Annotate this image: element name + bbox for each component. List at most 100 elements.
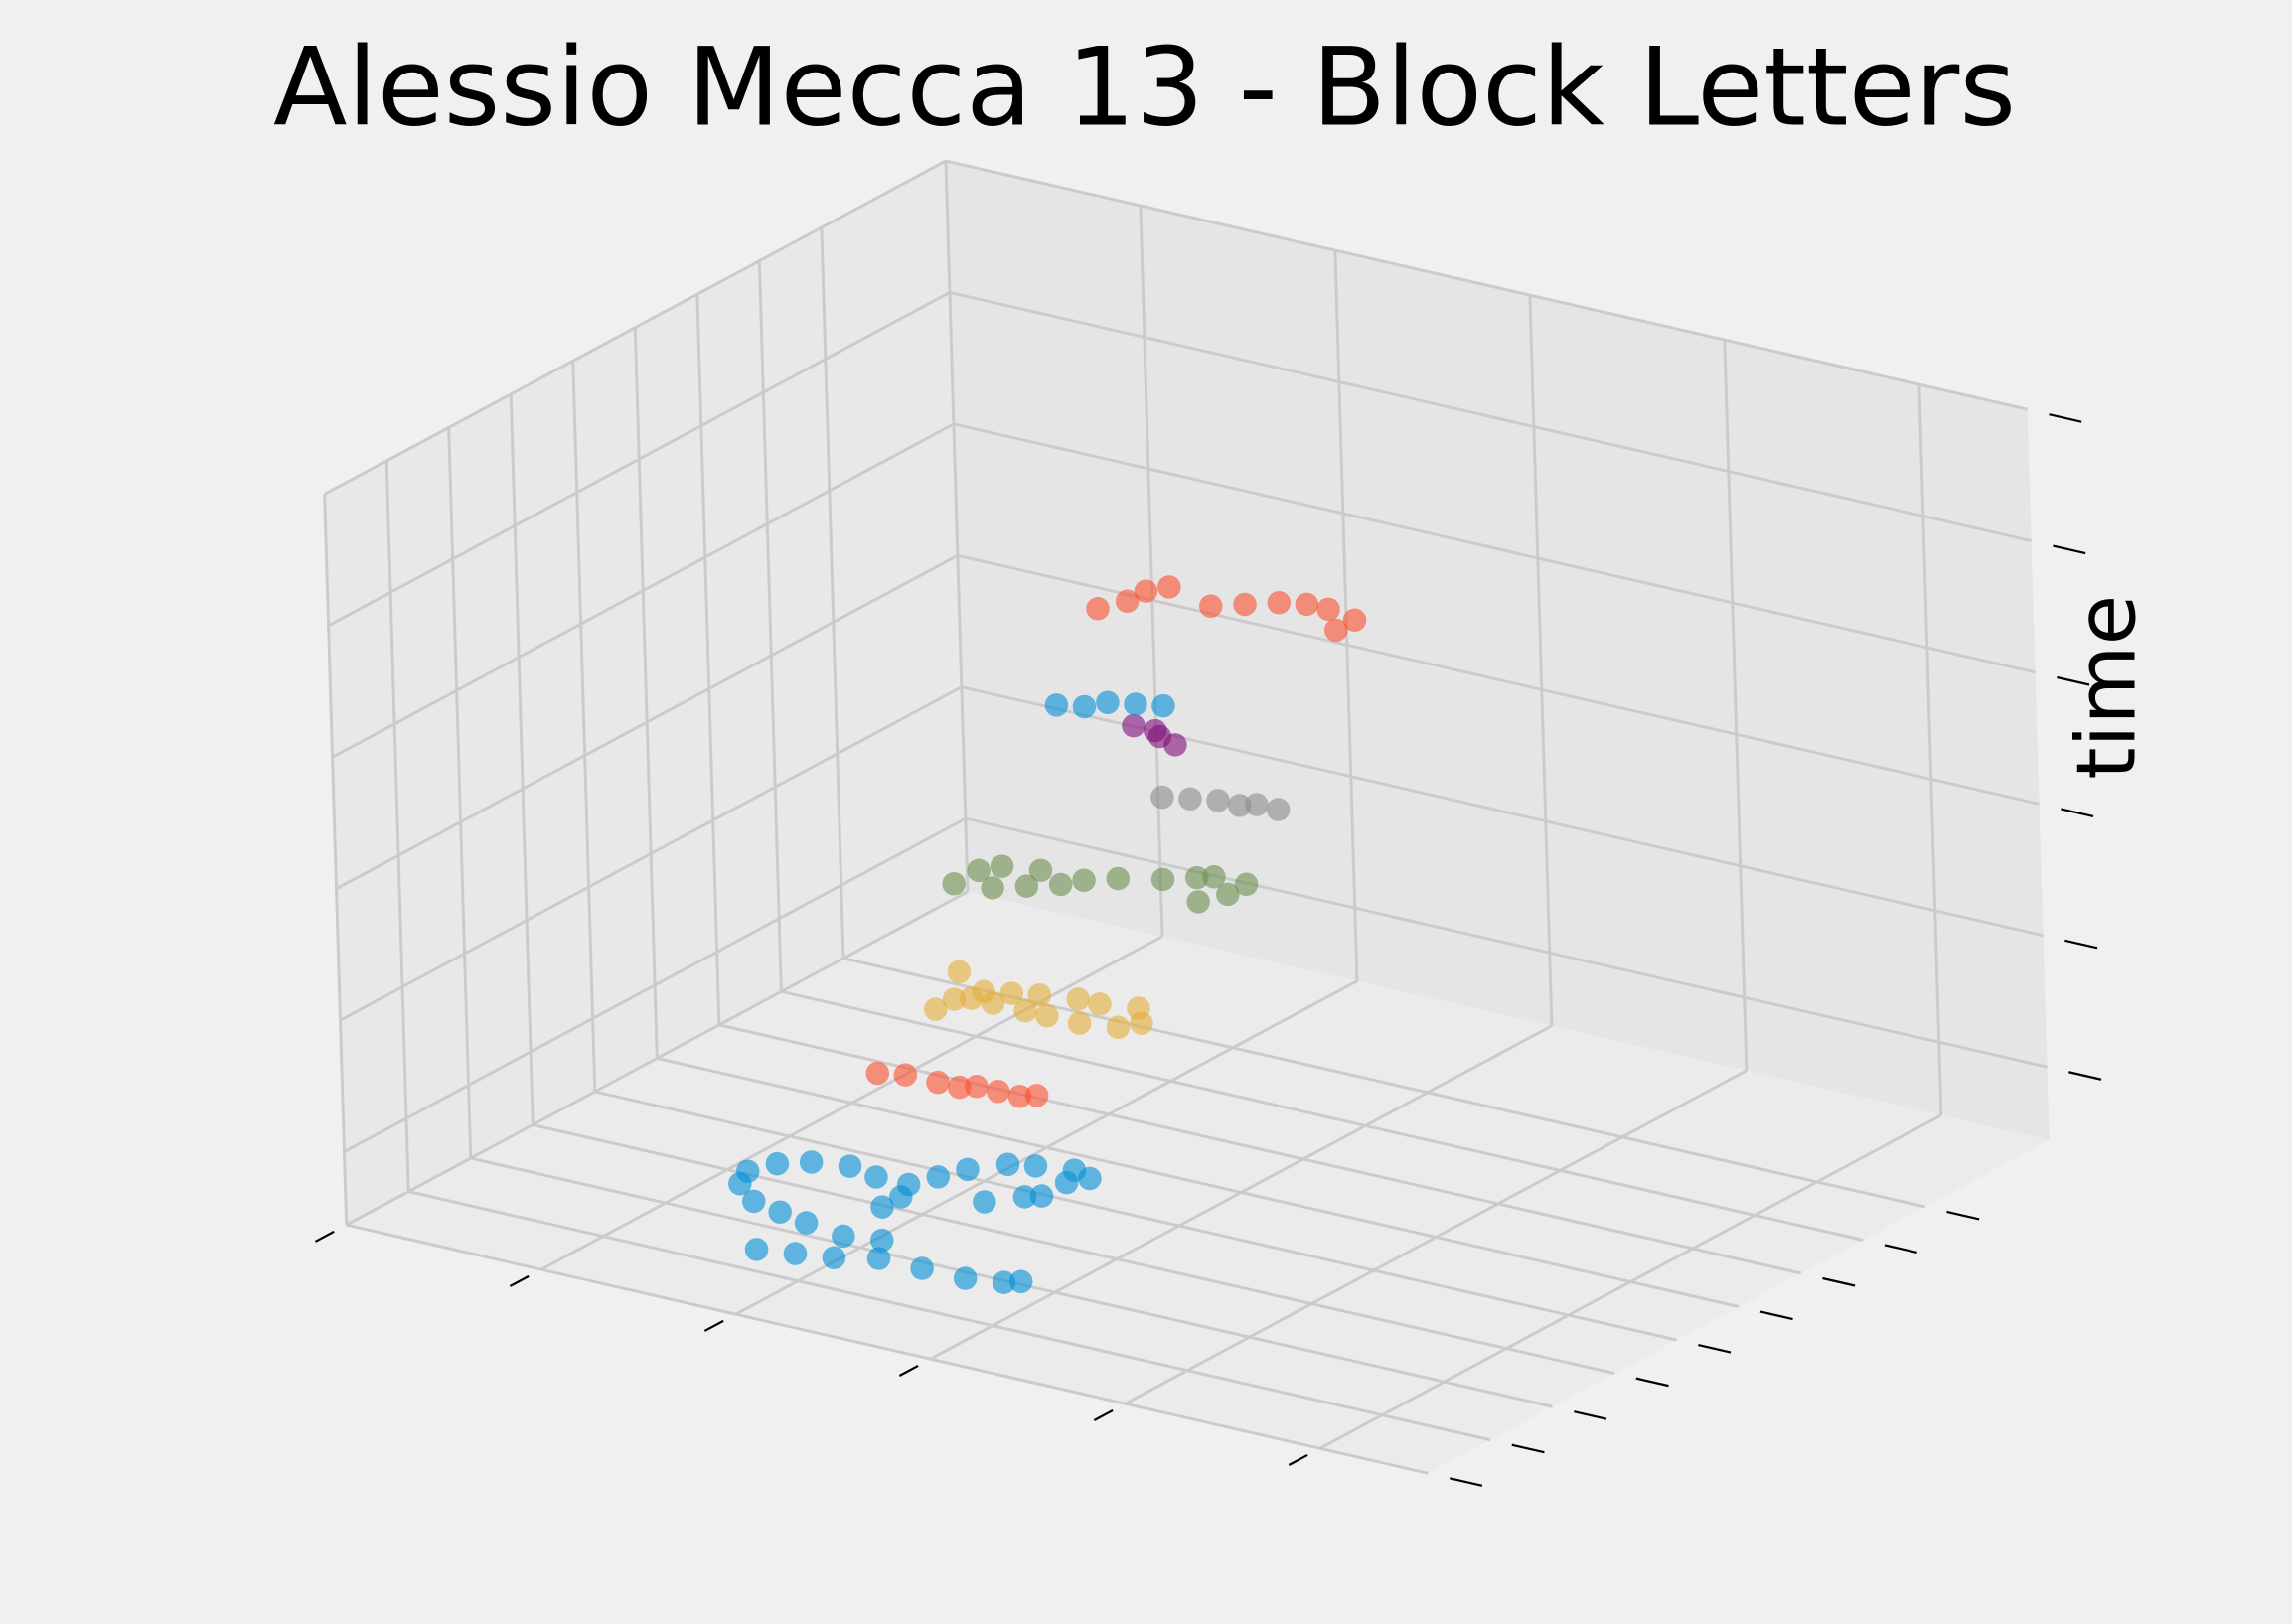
point [1013,998,1037,1023]
point [1106,866,1131,891]
ticks [314,413,2102,1487]
point [794,1211,819,1235]
point [986,1080,1010,1104]
point [1186,890,1210,914]
point [1028,858,1053,883]
point [864,1165,888,1189]
point [1234,872,1259,897]
z-tick [2061,808,2094,817]
point [1106,1015,1131,1040]
grid-line [509,393,535,1125]
y-tick [1698,1344,1732,1354]
point [953,1266,978,1290]
point [1216,882,1240,907]
point [1202,865,1226,889]
point [1027,982,1052,1007]
point [924,997,948,1021]
x-tick [898,1364,919,1377]
grid-line [327,291,951,628]
point [947,1075,972,1100]
point [1150,785,1174,810]
points [728,575,1367,1294]
point [1316,597,1340,622]
z-tick [2057,675,2090,686]
point [1086,597,1110,621]
point [1178,787,1202,811]
grid-line [407,1190,1491,1442]
y-tick [1511,1443,1545,1454]
grid-line [339,685,963,1022]
x-tick [314,1230,335,1243]
point [1066,987,1090,1011]
point [735,1159,760,1184]
point [865,1061,890,1086]
x-tick [509,1274,530,1287]
point [1185,865,1209,890]
point [1323,618,1348,643]
point [870,1228,894,1253]
grid-line [944,160,970,892]
grid-line [949,291,2032,543]
point [1008,1269,1033,1294]
grid-line [331,422,955,759]
point [981,876,1004,900]
point [866,1247,891,1270]
point [1096,690,1120,715]
grid-line [1528,295,1554,1026]
grid-line [571,361,597,1093]
point [896,1172,921,1197]
point [765,1151,790,1176]
point [973,1190,996,1214]
point [799,1150,824,1174]
point [972,979,995,1004]
point [1245,793,1269,816]
point [838,1154,862,1178]
point [1267,591,1292,615]
grid-line [657,1056,1740,1308]
grid-line [323,494,349,1226]
point [926,1165,951,1189]
x-tick [1288,1453,1308,1466]
point [1134,579,1158,603]
point [999,981,1023,1005]
point [1088,992,1112,1016]
x-tick [1093,1408,1114,1421]
point [910,1256,934,1280]
point [1072,694,1097,719]
point [783,1242,808,1265]
grid-line [447,427,473,1159]
point [1078,1166,1102,1191]
grid-line [594,1090,1677,1342]
point [1151,693,1175,718]
point [744,1238,769,1261]
point [1150,867,1175,892]
point [1206,789,1230,812]
point [1115,589,1140,614]
grid-line [953,422,2036,674]
point [1163,733,1187,757]
point [1054,1170,1079,1195]
grid-line [384,460,410,1192]
grid-line [1139,206,1164,937]
point [1072,868,1096,893]
y-tick [1884,1244,1917,1255]
z-axis-label: time [2060,595,2154,780]
point [1342,608,1367,633]
grid-line [346,1223,1429,1475]
y-tick [1946,1210,1980,1221]
y-tick [1635,1377,1669,1388]
point [992,1270,1016,1294]
grid-line [343,816,967,1153]
z-tick [2053,544,2086,555]
grid-line [757,260,783,992]
point [1227,794,1252,817]
point [893,1063,918,1087]
grid-line [532,1123,1615,1376]
point [832,1224,855,1249]
grid-line [820,227,845,959]
point [870,1195,894,1219]
grid-line [695,294,721,1025]
point [1266,798,1291,821]
